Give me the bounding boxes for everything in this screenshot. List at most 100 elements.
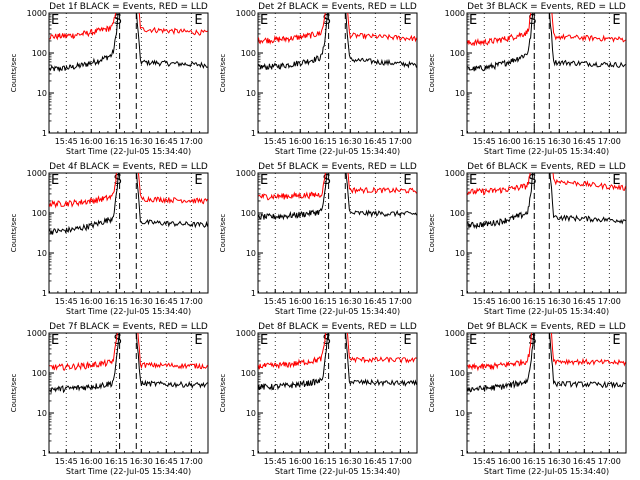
- axes-frame: [466, 172, 627, 294]
- e-marker-left: E: [469, 333, 477, 348]
- x-tick-label: 16:45: [573, 457, 596, 466]
- series-lld-pre-gap: [467, 333, 533, 372]
- series-lld-post-gap: [347, 173, 417, 195]
- y-tick-label: 1000: [27, 329, 47, 338]
- x-tick-label: 16:30: [339, 297, 362, 306]
- x-tick-label: 17:00: [180, 457, 203, 466]
- panel-det-9: Det 9f BLACK = Events, RED = LLD 15:45 16:…: [428, 322, 627, 476]
- x-tick-label: 16:30: [548, 137, 571, 146]
- y-tick-label: 100: [32, 209, 47, 218]
- s-marker: S: [528, 333, 536, 348]
- series-lld-post-gap: [552, 173, 626, 191]
- y-tick-label: 1000: [445, 329, 465, 338]
- series-lld-pre-gap: [49, 13, 117, 41]
- y-tick-label: 1000: [236, 329, 256, 338]
- y-axis-label: Counts/sec: [428, 54, 436, 93]
- x-tick-label: 16:00: [289, 137, 312, 146]
- y-tick-label: 100: [450, 369, 465, 378]
- y-tick-label: 100: [241, 49, 256, 58]
- x-tick-label: 16:15: [314, 137, 337, 146]
- y-tick-label: 100: [450, 209, 465, 218]
- series-events-post-gap: [345, 173, 417, 218]
- s-marker: S: [114, 333, 122, 348]
- panel-title: Det 7f BLACK = Events, RED = LLD: [49, 322, 208, 332]
- panel-title: Det 1f BLACK = Events, RED = LLD: [49, 2, 208, 12]
- series-lld-post-gap: [137, 333, 208, 370]
- e-marker: E: [612, 173, 620, 188]
- x-tick-label: 16:30: [130, 297, 153, 306]
- x-tick-label: 16:30: [130, 457, 153, 466]
- e-marker-left: E: [469, 13, 477, 28]
- panel-title: Det 9f BLACK = Events, RED = LLD: [467, 322, 626, 332]
- series-events-post-gap: [549, 173, 626, 225]
- x-tick-label: 16:30: [548, 297, 571, 306]
- y-tick-label: 1: [251, 449, 256, 458]
- y-axis-label: Counts/sec: [428, 374, 436, 413]
- series-events-post-gap: [345, 333, 417, 387]
- series-events-post-gap: [345, 13, 417, 69]
- x-tick-label: 15:45: [264, 457, 287, 466]
- y-tick-label: 1: [42, 289, 47, 298]
- y-tick-label: 10: [246, 89, 256, 98]
- y-tick-label: 10: [246, 409, 256, 418]
- y-tick-label: 1000: [445, 9, 465, 18]
- x-axis-label: Start Time (22-Jul-05 15:34:40): [484, 467, 609, 476]
- axes-frame: [466, 12, 627, 134]
- x-tick-label: 15:45: [264, 297, 287, 306]
- e-marker-left: E: [260, 333, 268, 348]
- panel-title: Det 6f BLACK = Events, RED = LLD: [467, 162, 626, 172]
- y-tick-label: 10: [37, 89, 47, 98]
- e-marker-left: E: [51, 173, 59, 188]
- series-events-pre-gap: [49, 13, 119, 73]
- y-tick-label: 100: [32, 369, 47, 378]
- y-axis-label: Counts/sec: [10, 214, 18, 253]
- x-tick-label: 16:45: [364, 297, 387, 306]
- series-lld-post-gap: [137, 173, 208, 205]
- y-axis-label: Counts/sec: [219, 54, 227, 93]
- x-tick-label: 16:45: [155, 457, 178, 466]
- series-lld-pre-gap: [258, 13, 326, 45]
- y-tick-label: 100: [241, 209, 256, 218]
- y-axis-label: Counts/sec: [10, 374, 18, 413]
- axes-frame: [257, 332, 418, 454]
- x-tick-label: 16:15: [523, 297, 546, 306]
- x-tick-label: 17:00: [389, 137, 412, 146]
- axes-frame: [48, 332, 209, 454]
- y-tick-label: 1000: [445, 169, 465, 178]
- x-tick-label: 16:30: [130, 137, 153, 146]
- series-lld-pre-gap: [258, 333, 327, 370]
- y-tick-label: 1: [460, 289, 465, 298]
- panel-det-6: Det 6f BLACK = Events, RED = LLD 15:45 16:…: [428, 162, 627, 316]
- x-tick-label: 15:45: [55, 137, 78, 146]
- e-marker: E: [403, 173, 411, 188]
- series-lld-pre-gap: [467, 173, 531, 196]
- x-tick-label: 16:15: [523, 137, 546, 146]
- x-tick-label: 15:45: [55, 457, 78, 466]
- e-marker-left: E: [260, 13, 268, 28]
- e-marker: E: [403, 13, 411, 28]
- x-tick-label: 17:00: [598, 137, 621, 146]
- x-axis-label: Start Time (22-Jul-05 15:34:40): [275, 467, 400, 476]
- x-tick-label: 15:45: [473, 297, 496, 306]
- x-tick-label: 16:15: [105, 137, 128, 146]
- x-axis-label: Start Time (22-Jul-05 15:34:40): [484, 147, 609, 156]
- y-tick-label: 10: [37, 249, 47, 258]
- panel-det-7: Det 7f BLACK = Events, RED = LLD 15:45 16:…: [10, 322, 209, 476]
- x-axis-label: Start Time (22-Jul-05 15:34:40): [275, 307, 400, 316]
- x-tick-label: 15:45: [55, 297, 78, 306]
- e-marker: E: [194, 173, 202, 188]
- y-axis-label: Counts/sec: [219, 374, 227, 413]
- series-events-pre-gap: [49, 173, 120, 235]
- x-tick-label: 15:45: [473, 457, 496, 466]
- axes-frame: [257, 172, 418, 294]
- series-events-pre-gap: [258, 333, 329, 391]
- x-axis-label: Start Time (22-Jul-05 15:34:40): [66, 467, 191, 476]
- x-tick-label: 16:15: [105, 297, 128, 306]
- x-tick-label: 16:30: [339, 457, 362, 466]
- e-marker-left: E: [469, 173, 477, 188]
- y-tick-label: 1000: [27, 9, 47, 18]
